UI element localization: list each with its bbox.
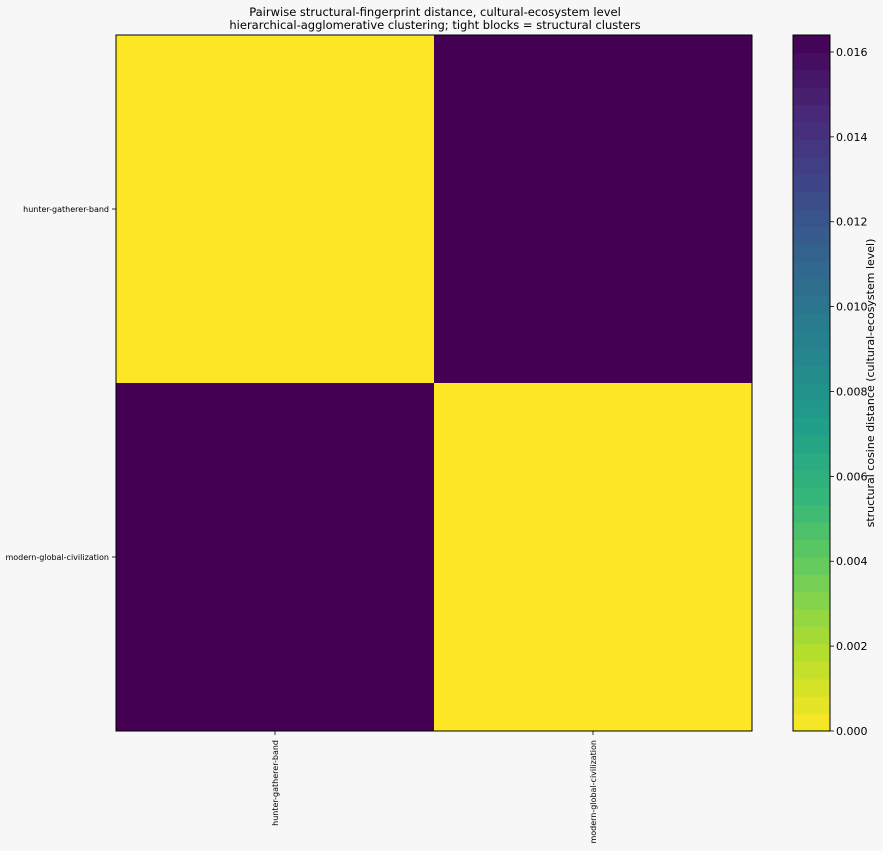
colorbar-segment xyxy=(793,609,830,628)
colorbar-segment xyxy=(793,139,830,158)
heatmap-cell xyxy=(434,35,753,384)
colorbar-tick-label: 0.016 xyxy=(836,46,868,59)
row-label: hunter-gatherer-band xyxy=(23,205,109,214)
colorbar-segment xyxy=(793,574,830,593)
colorbar-tick-label: 0.012 xyxy=(836,216,868,229)
colorbar-segment xyxy=(793,713,830,732)
colorbar-segment xyxy=(793,52,830,71)
colorbar-segment xyxy=(793,539,830,558)
colorbar-segment xyxy=(793,626,830,645)
colorbar-segment xyxy=(793,365,830,384)
colorbar-segment xyxy=(793,330,830,349)
colorbar-tick-label: 0.010 xyxy=(836,301,868,314)
colorbar-tick-label: 0.014 xyxy=(836,131,868,144)
colorbar-segment xyxy=(793,122,830,140)
colorbar-segment xyxy=(793,87,830,106)
row-tick-labels: hunter-gatherer-band modern-global-civili… xyxy=(5,205,116,562)
colorbar-segment xyxy=(793,487,830,506)
colorbar-segment xyxy=(793,557,830,575)
colorbar-segment xyxy=(793,383,830,401)
column-label: hunter-gatherer-band xyxy=(271,740,280,826)
colorbar-segment xyxy=(793,470,830,488)
heatmap-cell xyxy=(116,35,435,384)
colorbar-segment xyxy=(793,522,830,541)
colorbar-segment xyxy=(793,69,830,88)
colorbar-segment xyxy=(793,191,830,210)
colorbar-tick-label: 0.000 xyxy=(836,725,868,738)
colorbar-segment xyxy=(793,313,830,332)
colorbar-segment xyxy=(793,226,830,245)
colorbar-tick-label: 0.008 xyxy=(836,385,868,398)
colorbar-segment xyxy=(793,400,830,419)
colorbar-tick-label: 0.004 xyxy=(836,555,868,568)
colorbar-segment xyxy=(793,678,830,697)
colorbar-segment xyxy=(793,417,830,436)
heatmap-cell xyxy=(116,383,435,732)
colorbar-segment xyxy=(793,296,830,314)
colorbar-segment xyxy=(793,35,830,53)
plot-frame xyxy=(115,34,753,732)
colorbar-segment xyxy=(793,696,830,715)
colorbar-segment xyxy=(793,174,830,193)
colorbar-segment xyxy=(793,591,830,610)
colorbar-segment xyxy=(793,644,830,662)
colorbar xyxy=(793,35,830,732)
colorbar-segment xyxy=(793,209,830,227)
colorbar-segment xyxy=(793,504,830,523)
colorbar-segment xyxy=(793,104,830,123)
chart-title: Pairwise structural-fingerprint distance… xyxy=(249,5,621,19)
colorbar-ticks: 0.000 0.002 0.004 0.006 0.008 0.010 0.012 0.014… xyxy=(830,46,868,738)
column-label: modern-global-civilization xyxy=(589,740,598,844)
heatmap-cell xyxy=(434,383,753,732)
chart-subtitle: hierarchical-agglomerative clustering; t… xyxy=(229,18,640,32)
row-label: modern-global-civilization xyxy=(5,553,109,562)
colorbar-segment xyxy=(793,661,830,680)
colorbar-frame xyxy=(792,34,831,732)
column-tick-labels: hunter-gatherer-band modern-global-civili… xyxy=(271,731,598,844)
colorbar-segment xyxy=(793,278,830,297)
colorbar-segment xyxy=(793,435,830,454)
colorbar-segment xyxy=(793,348,830,367)
colorbar-segment xyxy=(793,243,830,262)
colorbar-tick-label: 0.002 xyxy=(836,640,868,653)
heatmap-cells xyxy=(116,35,753,732)
colorbar-segment xyxy=(793,452,830,471)
colorbar-tick-label: 0.006 xyxy=(836,470,868,483)
colorbar-segment xyxy=(793,261,830,280)
colorbar-segment xyxy=(793,156,830,175)
colorbar-label: structural cosine distance (cultural-eco… xyxy=(864,239,877,528)
